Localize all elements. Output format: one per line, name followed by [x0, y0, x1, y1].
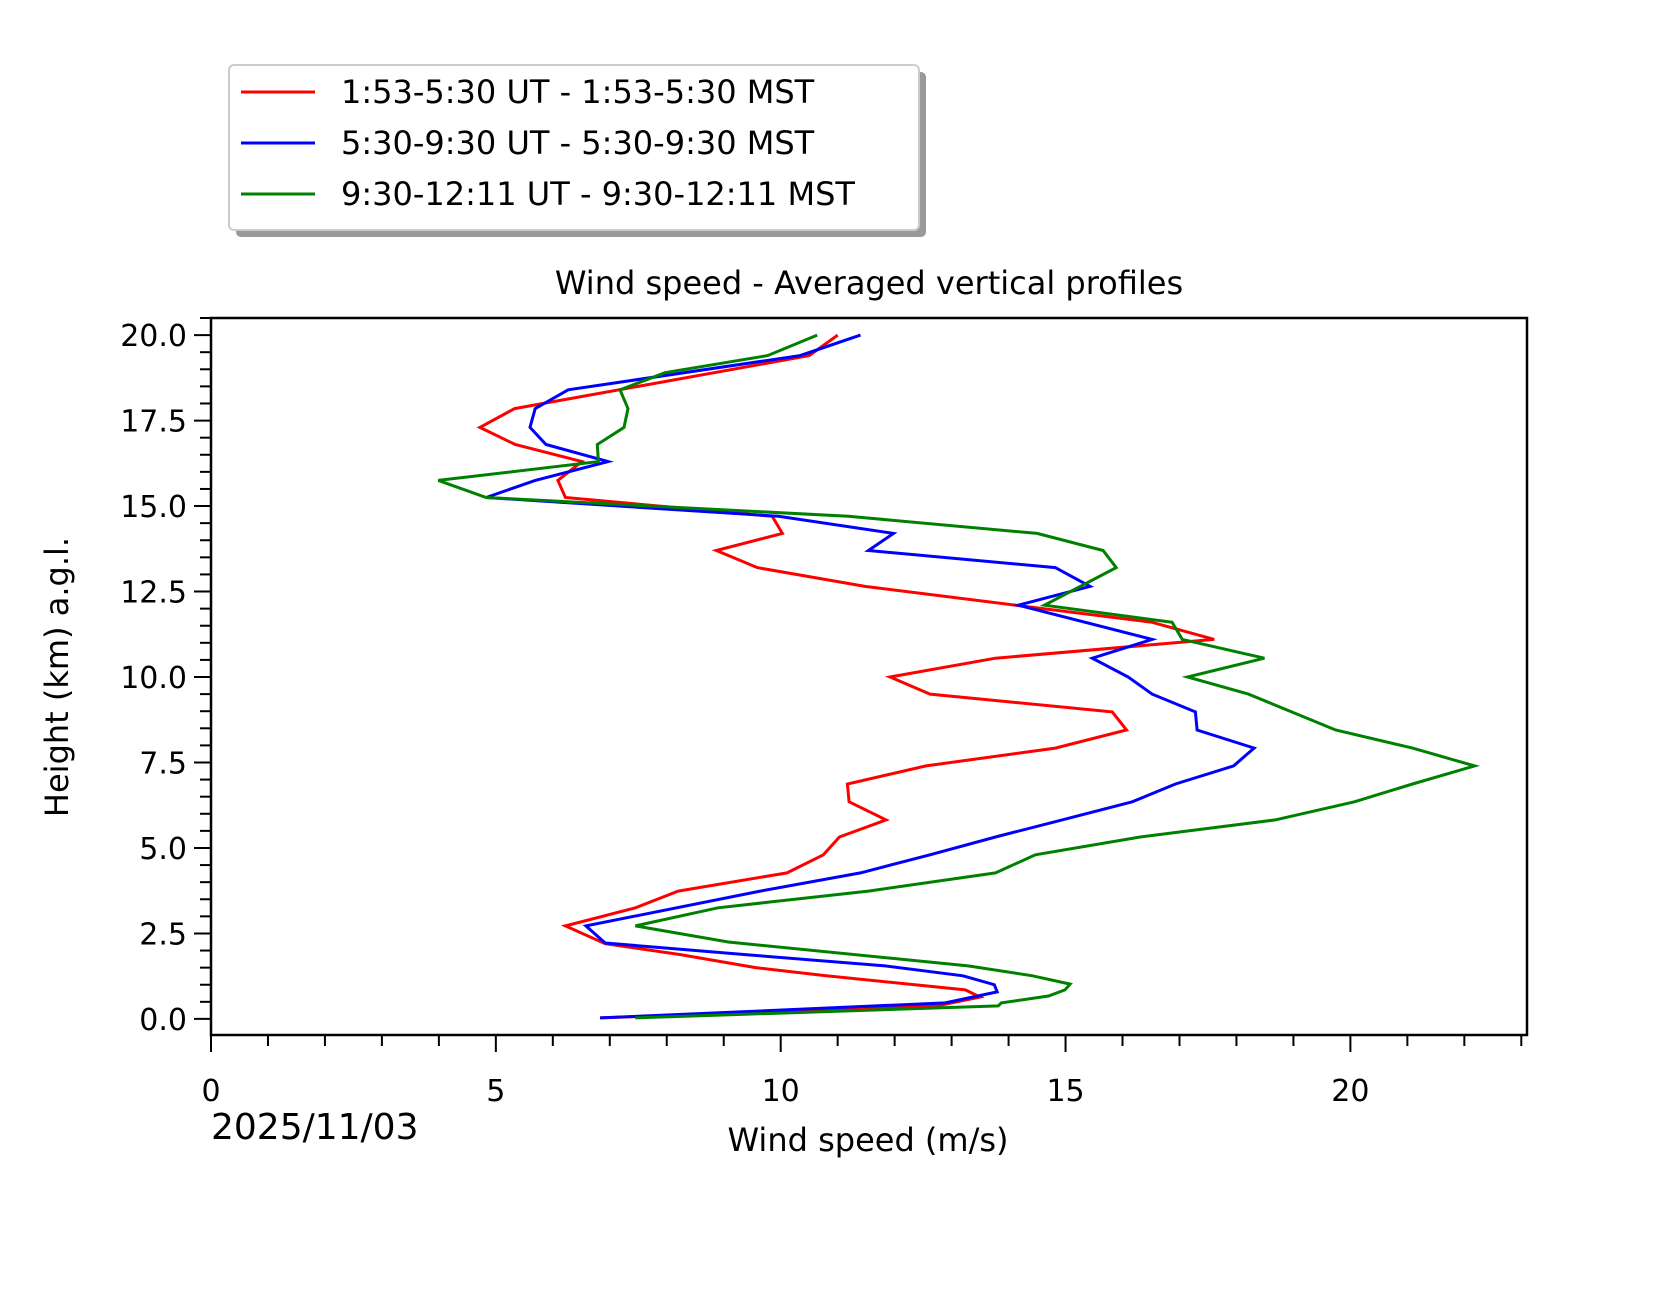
y-axis-label: Height (km) a.g.l.: [38, 537, 76, 817]
legend-label-3: 9:30-12:11 UT - 9:30-12:11 MST: [341, 175, 855, 213]
legend-label-2: 5:30-9:30 UT - 5:30-9:30 MST: [341, 124, 815, 162]
y-tick-label: 5.0: [139, 832, 187, 867]
series-line-2: [485, 333, 1258, 1020]
y-tick-label: 2.5: [139, 917, 187, 952]
series-line-1: [476, 333, 1215, 1020]
y-tick-label: 12.5: [120, 576, 187, 611]
x-tick-label: 10: [762, 1074, 800, 1109]
date-label: 2025/11/03: [211, 1107, 419, 1148]
y-tick-label: 10.0: [120, 661, 187, 696]
y-tick-label: 0.0: [139, 1003, 187, 1038]
legend-box: [228, 64, 920, 231]
plot-frame: [209, 316, 1529, 1037]
x-tick-label: 20: [1331, 1074, 1369, 1109]
y-tick-label: 15.0: [120, 490, 187, 525]
x-tick-label: 0: [201, 1074, 220, 1109]
y-tick-label: 17.5: [120, 405, 187, 440]
legend: 1:53-5:30 UT - 1:53-5:30 MST 5:30-9:30 UT…: [228, 64, 926, 237]
x-tick-label: 5: [486, 1074, 505, 1109]
y-tick-label: 20.0: [120, 319, 187, 354]
series-line-3: [437, 333, 1481, 1020]
x-axis-label: Wind speed (m/s): [727, 1121, 1008, 1159]
legend-label-1: 1:53-5:30 UT - 1:53-5:30 MST: [341, 73, 815, 111]
y-tick-label: 7.5: [139, 746, 187, 781]
chart-title: Wind speed - Averaged vertical profiles: [555, 264, 1183, 302]
x-tick-label: 15: [1046, 1074, 1084, 1109]
